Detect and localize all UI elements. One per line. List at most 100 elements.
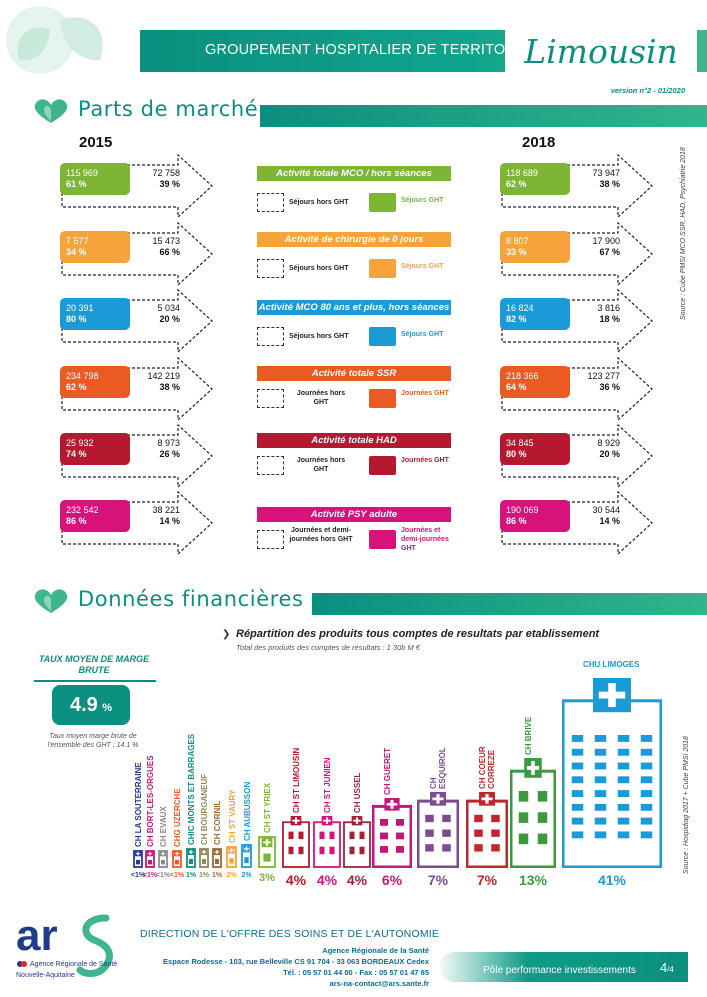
hospital-building-icon <box>313 816 341 868</box>
hors-ght-value: 142 219 38 % <box>132 371 180 393</box>
establishment-share: 2% <box>226 872 237 879</box>
ght-pct: 61 % <box>66 179 87 189</box>
hors-pct: 67 % <box>599 247 620 257</box>
ght-value-chip: 232 542 86 % <box>60 500 130 532</box>
market-arrow-y2018 <box>501 221 653 287</box>
market-arrow-y2015 <box>61 356 213 422</box>
hospital-building-icon <box>199 848 209 868</box>
market-arrow-y2015 <box>61 423 213 489</box>
establishment-share: 1% <box>185 872 197 879</box>
establishment-name: CH EVAUX <box>159 806 168 847</box>
ght-value: 8 807 <box>506 236 529 246</box>
ght-pct: 86 % <box>506 516 527 526</box>
ght-value-chip: 118 689 62 % <box>500 163 570 195</box>
activity-legend: Activité totale HAD Journées hors GHT Jour… <box>257 433 451 488</box>
establishment-share: 6% <box>381 872 403 888</box>
section-rule <box>260 105 707 127</box>
year-2015: 2015 <box>79 134 113 151</box>
establishment-name: CHU LIMOGES <box>583 660 640 669</box>
ght-value: 7 577 <box>66 236 89 246</box>
hospital-building-icon <box>226 846 237 868</box>
ght-value: 25 932 <box>66 438 94 448</box>
establishment-share: <1% <box>130 872 146 879</box>
establishment-share: 41% <box>597 872 627 888</box>
ght-label: Séjours GHT <box>401 263 444 270</box>
hors-ght-value: 123 277 36 % <box>572 371 620 393</box>
hors-pct: 26 % <box>159 449 180 459</box>
establishment-share: <1% <box>169 872 185 879</box>
ght-pct: 80 % <box>506 449 527 459</box>
establishment-name: CH CORNIL <box>213 800 222 845</box>
section-market-share: Parts de marché <box>30 97 707 127</box>
footer-email: ars-na-contact@ars.sante.fr <box>329 979 429 988</box>
ght-pct: 74 % <box>66 449 87 459</box>
ght-value-chip: 16 824 82 % <box>500 298 570 330</box>
hors-ght-value: 17 900 67 % <box>572 236 620 258</box>
hospital-building-icon <box>343 816 371 868</box>
hors-ght-value: 72 758 39 % <box>132 168 180 190</box>
header: GROUPEMENT HOSPITALIER DE TERRITOIRE Lim… <box>0 0 707 84</box>
activity-title: Activité de chirurgie de 0 jours <box>257 232 451 247</box>
taux-title: TAUX MOYEN DE MARGE BRUTE <box>38 654 150 675</box>
section-title-market: Parts de marché <box>78 97 259 121</box>
hors-ght-swatch <box>257 530 284 549</box>
ght-value: 16 824 <box>506 303 534 313</box>
ght-value-chip: 190 069 86 % <box>500 500 570 532</box>
ght-value: 232 542 <box>66 505 99 515</box>
footer-band <box>440 952 688 982</box>
heart-leaf-icon <box>34 589 68 613</box>
hors-ght-value: 15 473 66 % <box>132 236 180 258</box>
market-arrow-y2018 <box>501 153 653 219</box>
section-title-finance: Données financières <box>78 587 304 611</box>
legend-body: Journées hors GHT Journées GHT <box>257 381 451 421</box>
hors-ght-swatch <box>257 193 284 212</box>
hors-value: 38 221 <box>152 505 180 515</box>
hors-ght-label: Journées hors GHT <box>296 457 346 473</box>
footer-direction: DIRECTION DE L'OFFRE DES SOINS ET DE L'A… <box>140 928 440 940</box>
establishment-name: CH BRIVE <box>524 716 533 755</box>
establishment-share: <1% <box>142 872 158 879</box>
activity-title: Activité MCO 80 ans et plus, hors séance… <box>257 300 451 315</box>
ght-value: 190 069 <box>506 505 539 515</box>
establishment-name: CH BOURGANEUF <box>200 773 209 845</box>
hors-ght-swatch <box>257 327 284 346</box>
activity-title: Activité totale HAD <box>257 433 451 448</box>
hors-ght-value: 30 544 14 % <box>572 505 620 527</box>
section-rule <box>312 593 707 615</box>
hors-ght-value: 73 947 38 % <box>572 168 620 190</box>
establishment-share: 4% <box>346 872 368 888</box>
ght-pct: 86 % <box>66 516 87 526</box>
ght-pct: 64 % <box>506 382 527 392</box>
hors-pct: 38 % <box>159 382 180 392</box>
market-arrow-y2015 <box>61 490 213 556</box>
chevron-right-icon: ❯ <box>222 629 231 640</box>
ght-value-chip: 34 845 80 % <box>500 433 570 465</box>
ght-pct: 80 % <box>66 314 87 324</box>
hospital-building-icon <box>372 798 412 868</box>
taux-unit: % <box>102 702 113 714</box>
ght-value: 234 798 <box>66 371 99 381</box>
hors-pct: 36 % <box>599 382 620 392</box>
hors-ght-label: Journées et demi-journées hors GHT <box>289 527 353 543</box>
establishment-share: 1% <box>211 872 223 879</box>
hors-value: 30 544 <box>592 505 620 515</box>
hors-pct: 39 % <box>159 179 180 189</box>
establishment-share: 3% <box>259 872 275 884</box>
hospital-building-icon <box>417 792 459 868</box>
establishment-name: CH ESQUIROL <box>429 747 447 789</box>
ght-value-chip: 234 798 62 % <box>60 366 130 398</box>
activity-legend: Activité de chirurgie de 0 jours Séjours … <box>257 232 451 287</box>
ght-swatch <box>369 389 396 408</box>
ars-logo: ar Agence Régionale de Santé Nouvelle-Aq… <box>16 912 117 979</box>
legend-body: Séjours hors GHT Séjours GHT <box>257 315 451 355</box>
taux-value: 4.9 <box>69 694 98 716</box>
hors-ght-label: Journées hors GHT <box>296 390 346 406</box>
establishment-share: <1% <box>155 872 171 879</box>
header-region: Limousin <box>505 26 697 78</box>
ght-swatch <box>369 327 396 346</box>
svg-text:Agence Régionale de Santé: Agence Régionale de Santé <box>30 961 117 968</box>
establishment-name: CHG UZERCHE <box>173 788 182 847</box>
activity-legend: Activité totale MCO / hors séances Séjour… <box>257 166 451 221</box>
hors-ght-value: 38 221 14 % <box>132 505 180 527</box>
hors-value: 142 219 <box>147 371 180 381</box>
